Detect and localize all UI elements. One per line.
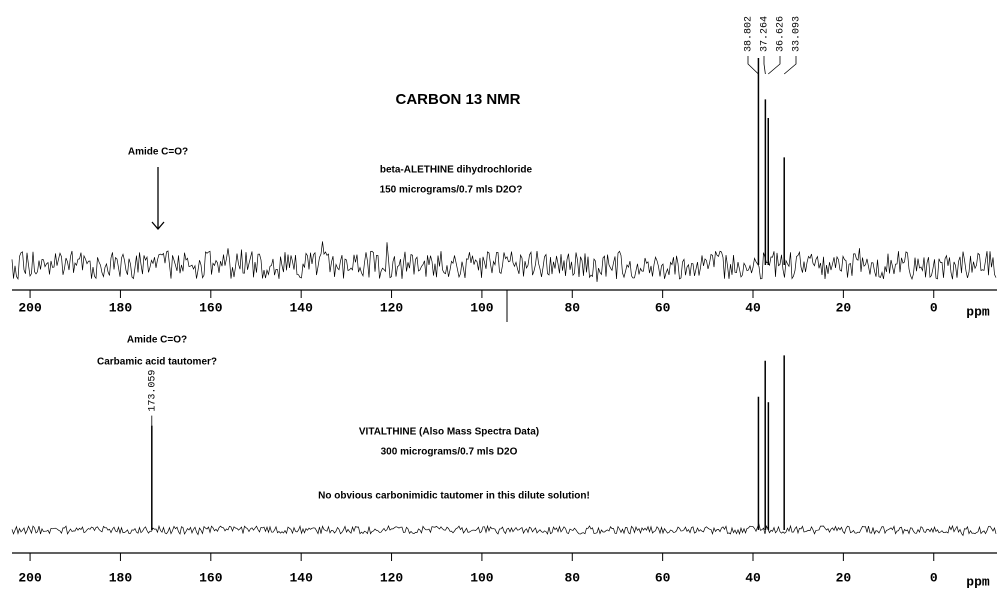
peak-connector <box>783 56 797 75</box>
annotation: Amide C=O? <box>128 147 188 158</box>
x-tick-label: 60 <box>655 300 671 315</box>
x-tick-label: 20 <box>836 300 852 315</box>
x-tick-label: 100 <box>470 570 494 585</box>
x-tick-label: 80 <box>564 300 580 315</box>
annotation: Carbamic acid tautomer? <box>97 357 217 368</box>
peak-connector <box>747 56 759 75</box>
x-tick-label: 20 <box>836 570 852 585</box>
annotation: beta-ALETHINE dihydrochloride <box>380 165 533 176</box>
peak-label: 37.264 <box>760 16 771 52</box>
noise-trace <box>11 523 997 537</box>
peak-label: 173.059 <box>147 370 158 412</box>
x-tick-label: 200 <box>18 570 42 585</box>
x-tick-label: 160 <box>199 570 223 585</box>
x-tick-label: 40 <box>745 570 761 585</box>
x-tick-label: 60 <box>655 570 671 585</box>
peak-label: 33.093 <box>792 16 803 52</box>
x-tick-label: 140 <box>289 570 313 585</box>
x-axis-label: ppm <box>966 304 990 319</box>
x-tick-label: 0 <box>930 570 938 585</box>
x-tick-label: 120 <box>380 570 404 585</box>
x-tick-label: 140 <box>289 300 313 315</box>
annotation: VITALTHINE (Also Mass Spectra Data) <box>359 427 539 438</box>
x-axis-label: ppm <box>966 574 990 589</box>
x-tick-label: 160 <box>199 300 223 315</box>
annotation: 300 micrograms/0.7 mls D2O <box>381 447 518 458</box>
peak-label: 36.626 <box>776 16 787 52</box>
x-tick-label: 80 <box>564 570 580 585</box>
annotation: Amide C=O? <box>127 335 187 346</box>
peak-connector <box>767 56 781 75</box>
annotation: 150 micrograms/0.7 mls D2O? <box>380 185 523 196</box>
noise-trace <box>11 241 997 282</box>
x-tick-label: 0 <box>930 300 938 315</box>
chart-title: CARBON 13 NMR <box>395 91 520 108</box>
x-tick-label: 200 <box>18 300 42 315</box>
x-tick-label: 180 <box>109 300 133 315</box>
x-tick-label: 120 <box>380 300 404 315</box>
peak-label: 38.802 <box>744 16 755 52</box>
peak-connector <box>763 56 766 75</box>
x-tick-label: 40 <box>745 300 761 315</box>
x-tick-label: 180 <box>109 570 133 585</box>
annotation: No obvious carbonimidic tautomer in this… <box>318 491 590 502</box>
x-tick-label: 100 <box>470 300 494 315</box>
